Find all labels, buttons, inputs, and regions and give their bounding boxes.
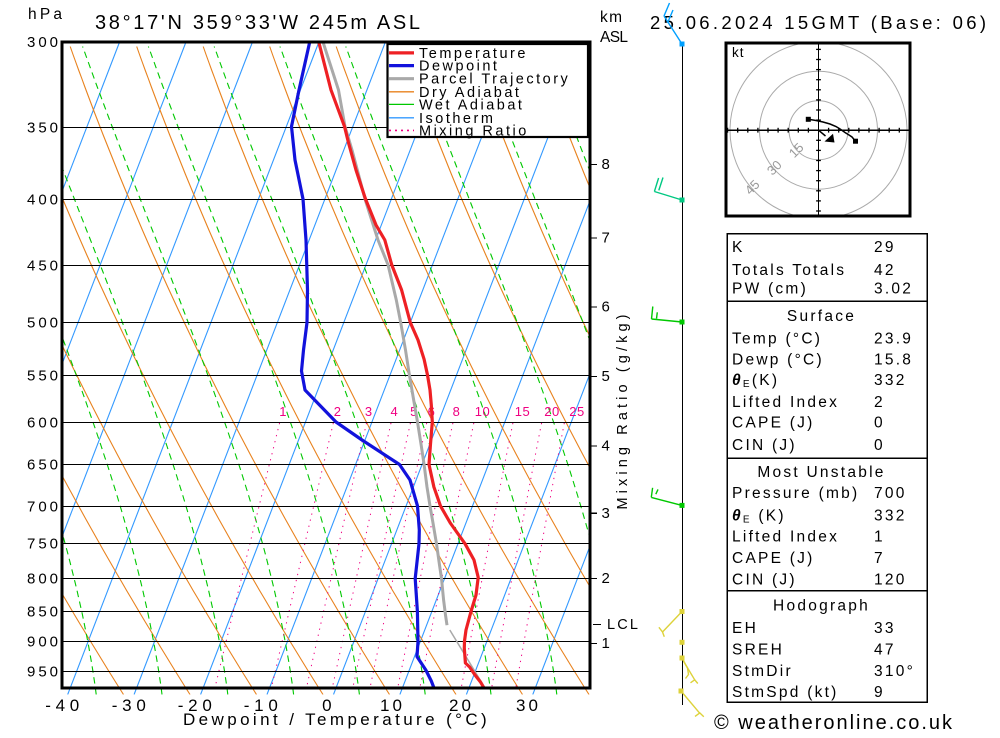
svg-text:1: 1 (602, 635, 610, 652)
svg-text:EH: EH (732, 620, 758, 637)
svg-text:10: 10 (475, 404, 490, 419)
svg-text:CIN (J): CIN (J) (732, 572, 797, 589)
svg-text:Temperature: Temperature (419, 46, 528, 62)
svg-text:25: 25 (569, 404, 584, 419)
svg-text:23.9: 23.9 (874, 330, 913, 347)
svg-text:5: 5 (602, 368, 610, 385)
svg-text:4: 4 (602, 438, 610, 455)
svg-text:LCL: LCL (607, 617, 638, 633)
svg-text:-30: -30 (112, 696, 146, 715)
svg-text:350: 350 (27, 120, 58, 137)
svg-text:42: 42 (874, 262, 896, 279)
svg-text:29: 29 (874, 239, 896, 256)
svg-text:kt: kt (732, 45, 745, 60)
svg-text:0: 0 (874, 414, 885, 431)
svg-text:ASL: ASL (600, 29, 628, 46)
svg-text:1: 1 (874, 529, 885, 546)
svg-text:-40: -40 (45, 696, 79, 715)
svg-text:15: 15 (515, 404, 530, 419)
svg-text:0: 0 (322, 696, 331, 715)
svg-text:6: 6 (602, 299, 610, 316)
svg-text:Dry Adiabat: Dry Adiabat (419, 85, 521, 101)
svg-text:CAPE (J): CAPE (J) (732, 550, 815, 567)
svg-text:Dewpoint: Dewpoint (419, 59, 499, 75)
svg-text:Pressure (mb): Pressure (mb) (732, 485, 859, 502)
svg-text:CIN (J): CIN (J) (732, 437, 797, 454)
svg-text:3: 3 (365, 404, 373, 419)
svg-text:Lifted Index: Lifted Index (732, 529, 839, 546)
svg-text:600: 600 (27, 415, 58, 432)
svg-text:θE (K): θE (K) (732, 508, 786, 526)
svg-text:© weatheronline.co.uk: © weatheronline.co.uk (714, 712, 953, 733)
svg-text:Most Unstable: Most Unstable (757, 464, 885, 481)
svg-text:850: 850 (27, 604, 58, 621)
svg-text:0: 0 (874, 437, 885, 454)
svg-text:Totals Totals: Totals Totals (732, 262, 846, 279)
svg-text:8: 8 (602, 156, 610, 173)
svg-text:8: 8 (453, 404, 461, 419)
svg-text:310°: 310° (874, 663, 915, 680)
svg-text:47: 47 (874, 641, 896, 658)
svg-text:500: 500 (27, 315, 58, 332)
svg-text:400: 400 (27, 192, 58, 209)
svg-text:Dewpoint / Temperature (°C): Dewpoint / Temperature (°C) (183, 710, 490, 729)
svg-text:750: 750 (27, 536, 58, 553)
svg-text:Isotherm: Isotherm (419, 111, 495, 127)
svg-text:Parcel Trajectory: Parcel Trajectory (419, 72, 570, 88)
svg-text:20: 20 (544, 404, 559, 419)
svg-text:7: 7 (602, 230, 610, 247)
svg-text:PW (cm): PW (cm) (732, 281, 808, 298)
svg-text:3: 3 (602, 505, 610, 522)
svg-text:300: 300 (27, 34, 58, 51)
svg-text:K: K (732, 239, 745, 256)
svg-text:SREH: SREH (732, 641, 784, 658)
svg-text:550: 550 (27, 368, 58, 385)
svg-text:650: 650 (27, 457, 58, 474)
svg-text:15.8: 15.8 (874, 352, 913, 369)
svg-text:StmDir: StmDir (732, 663, 793, 680)
svg-text:4: 4 (391, 404, 399, 419)
svg-text:Wet Adiabat: Wet Adiabat (419, 97, 524, 113)
svg-text:km: km (600, 9, 622, 26)
svg-text:120: 120 (874, 572, 907, 589)
svg-text:7: 7 (874, 550, 885, 567)
svg-text:StmSpd (kt): StmSpd (kt) (732, 684, 839, 701)
svg-text:Dewp (°C): Dewp (°C) (732, 352, 824, 369)
svg-text:5: 5 (410, 404, 418, 419)
svg-text:CAPE (J): CAPE (J) (732, 414, 815, 431)
svg-text:700: 700 (27, 499, 58, 516)
svg-text:2: 2 (874, 394, 885, 411)
svg-text:800: 800 (27, 571, 58, 588)
svg-text:950: 950 (27, 664, 58, 681)
svg-text:Surface: Surface (787, 308, 856, 325)
svg-text:450: 450 (27, 258, 58, 275)
svg-text:Hodograph: Hodograph (773, 598, 870, 615)
svg-text:25.06.2024 15GMT (Base: 06): 25.06.2024 15GMT (Base: 06) (650, 12, 986, 33)
svg-text:1: 1 (279, 404, 287, 419)
svg-text:hPa: hPa (28, 6, 62, 23)
svg-text:332: 332 (874, 508, 907, 525)
svg-text:900: 900 (27, 634, 58, 651)
svg-text:2: 2 (602, 570, 610, 587)
svg-text:2: 2 (334, 404, 342, 419)
svg-text:332: 332 (874, 372, 907, 389)
svg-text:θE(K): θE(K) (732, 372, 779, 390)
svg-text:9: 9 (874, 684, 885, 701)
svg-text:Lifted Index: Lifted Index (732, 394, 839, 411)
svg-text:700: 700 (874, 485, 907, 502)
svg-text:Temp (°C): Temp (°C) (732, 330, 822, 347)
svg-text:33: 33 (874, 620, 896, 637)
svg-text:3.02: 3.02 (874, 281, 913, 298)
svg-text:Mixing Ratio: Mixing Ratio (419, 123, 529, 139)
